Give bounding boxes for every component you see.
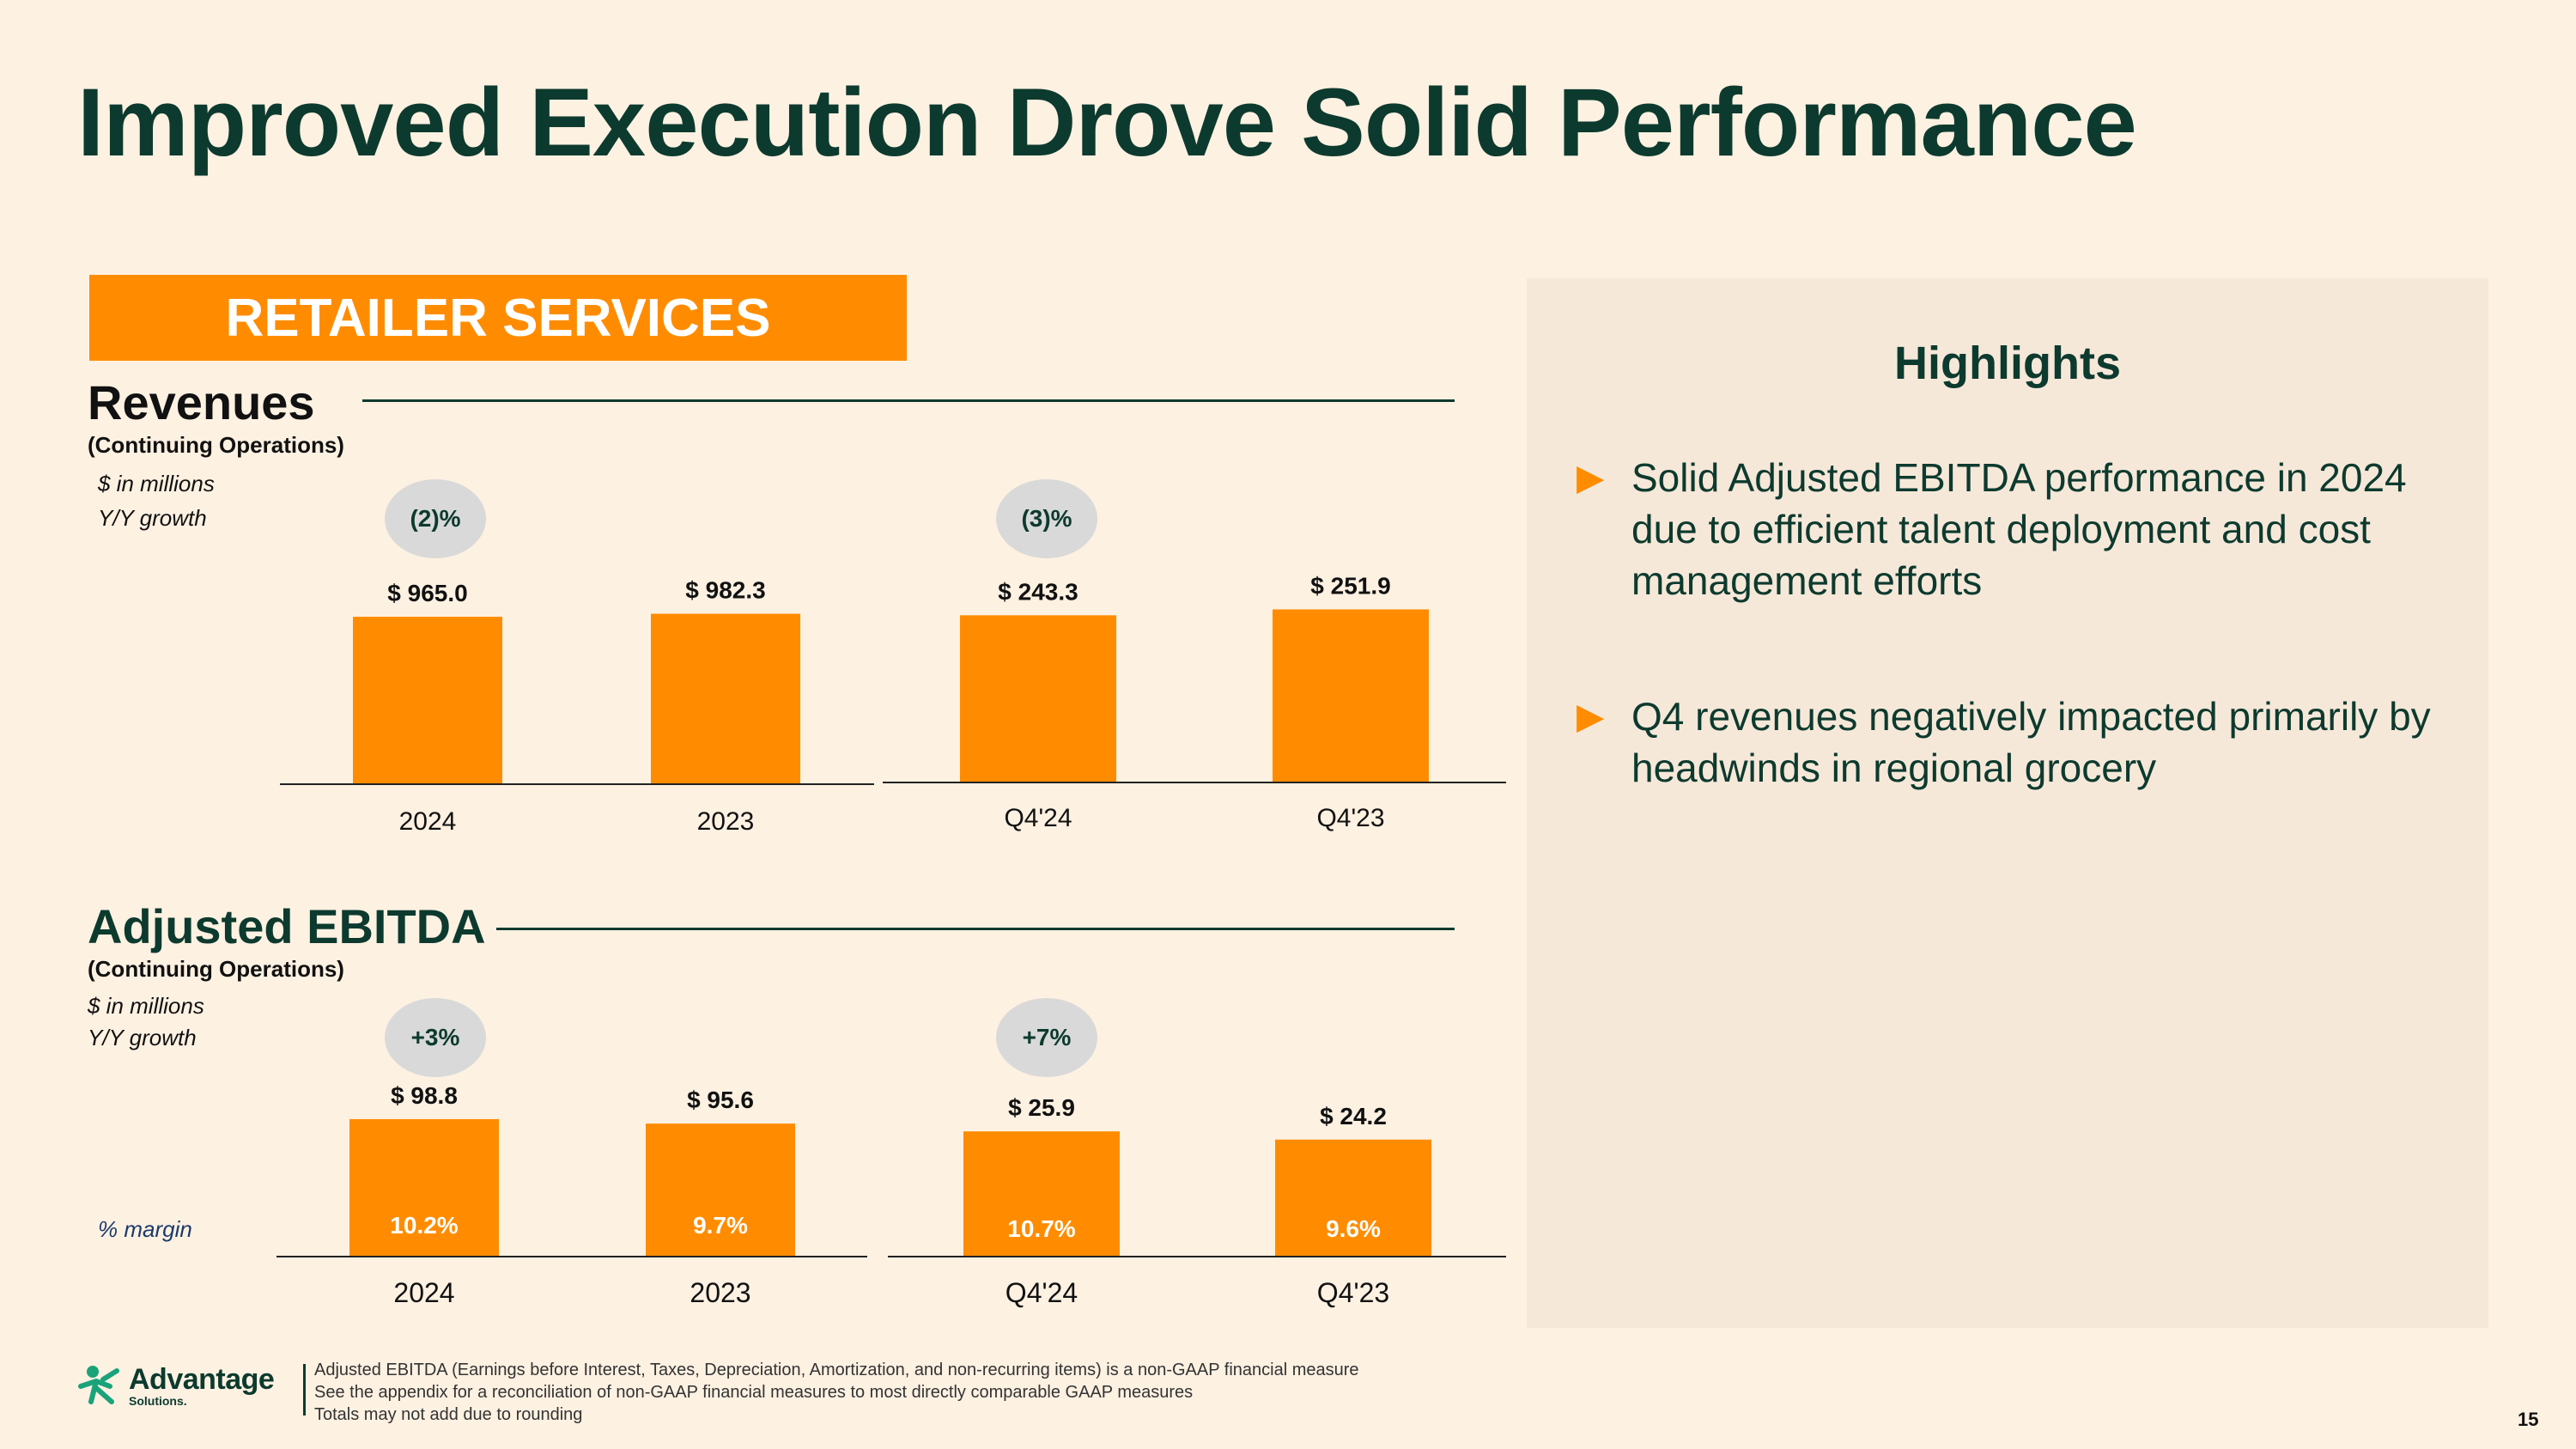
data-label: $ 965.0 [387, 580, 467, 606]
bar [1275, 1139, 1431, 1257]
ebitda-title: Adjusted EBITDA [88, 899, 486, 953]
highlight-item: ▶ Solid Adjusted EBITDA performance in 2… [1577, 452, 2470, 606]
ebitda-rule [496, 928, 1455, 930]
data-label: $ 982.3 [685, 577, 765, 604]
footnote: Adjusted EBITDA (Earnings before Interes… [314, 1361, 1359, 1379]
revenues-title: Revenues [88, 375, 315, 429]
highlight-item: ▶ Q4 revenues negatively impacted primar… [1577, 691, 2470, 794]
revenues-annual-growth-badge: (2)% [385, 479, 486, 558]
triangle-bullet-icon: ▶ [1577, 696, 1605, 736]
x-tick-label: 2024 [393, 1277, 454, 1308]
revenues-rule [362, 399, 1455, 402]
footnote: Totals may not add due to rounding [314, 1405, 583, 1424]
logo-name: Advantage [129, 1363, 275, 1396]
ebitda-margin-note: % margin [98, 1216, 192, 1242]
revenues-growth-note: Y/Y growth [98, 505, 207, 531]
data-label: $ 95.6 [687, 1087, 754, 1113]
margin-label: 10.7% [1007, 1215, 1075, 1242]
triangle-bullet-icon: ▶ [1577, 457, 1605, 497]
ebitda-unit-note: $ in millions [88, 993, 204, 1019]
segment-banner: RETAILER SERVICES [89, 275, 907, 361]
highlights-title: Highlights [1894, 338, 2121, 389]
company-logo: Advantage Solutions. [77, 1363, 275, 1408]
x-tick-label: Q4'24 [1005, 1277, 1078, 1308]
x-tick-label: Q4'23 [1317, 1277, 1389, 1308]
highlights-panel [1527, 278, 2488, 1328]
x-tick-label: 2023 [690, 1277, 750, 1308]
x-tick-label: Q4'24 [1004, 804, 1072, 832]
x-tick-label: 2024 [399, 807, 457, 836]
highlight-text: Q4 revenues negatively impacted primaril… [1631, 694, 2431, 790]
revenues-subtitle: (Continuing Operations) [88, 432, 344, 458]
bar [960, 615, 1116, 782]
data-label: $ 98.8 [391, 1082, 458, 1109]
data-label: $ 251.9 [1310, 572, 1390, 599]
margin-label: 9.7% [693, 1212, 748, 1239]
bar [963, 1131, 1120, 1257]
ebitda-growth-note: Y/Y growth [88, 1025, 197, 1050]
bar [651, 613, 800, 784]
margin-label: 10.2% [390, 1212, 458, 1239]
bar [1273, 609, 1429, 782]
footnote: See the appendix for a reconciliation of… [314, 1383, 1194, 1402]
bar [646, 1123, 795, 1257]
footnotes: Adjusted EBITDA (Earnings before Interes… [314, 1359, 1359, 1426]
page-title: Improved Execution Drove Solid Performan… [77, 69, 2137, 176]
data-label: $ 25.9 [1008, 1094, 1075, 1121]
margin-label: 9.6% [1326, 1215, 1381, 1242]
ebitda-subtitle: (Continuing Operations) [88, 956, 344, 982]
logo-sub: Solutions. [129, 1394, 187, 1408]
footer-divider [303, 1364, 306, 1416]
bar [349, 1118, 499, 1257]
bar [353, 617, 502, 784]
revenues-unit-note: $ in millions [98, 471, 215, 496]
ebitda-annual-growth-badge: +3% [385, 998, 486, 1077]
ebitda-quarterly-growth-badge: +7% [996, 998, 1097, 1077]
highlight-text: Solid Adjusted EBITDA performance in 202… [1631, 455, 2407, 603]
revenues-quarterly-growth-badge: (3)% [996, 479, 1097, 558]
data-label: $ 24.2 [1320, 1103, 1387, 1129]
x-tick-label: 2023 [697, 807, 755, 836]
data-label: $ 243.3 [998, 578, 1078, 605]
page-number: 15 [2518, 1409, 2539, 1430]
x-tick-label: Q4'23 [1316, 804, 1384, 832]
runner-icon [78, 1366, 119, 1404]
